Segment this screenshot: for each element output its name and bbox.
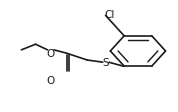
- Text: O: O: [47, 49, 55, 59]
- Text: S: S: [103, 58, 109, 68]
- Text: O: O: [47, 76, 55, 86]
- Text: Cl: Cl: [104, 10, 115, 19]
